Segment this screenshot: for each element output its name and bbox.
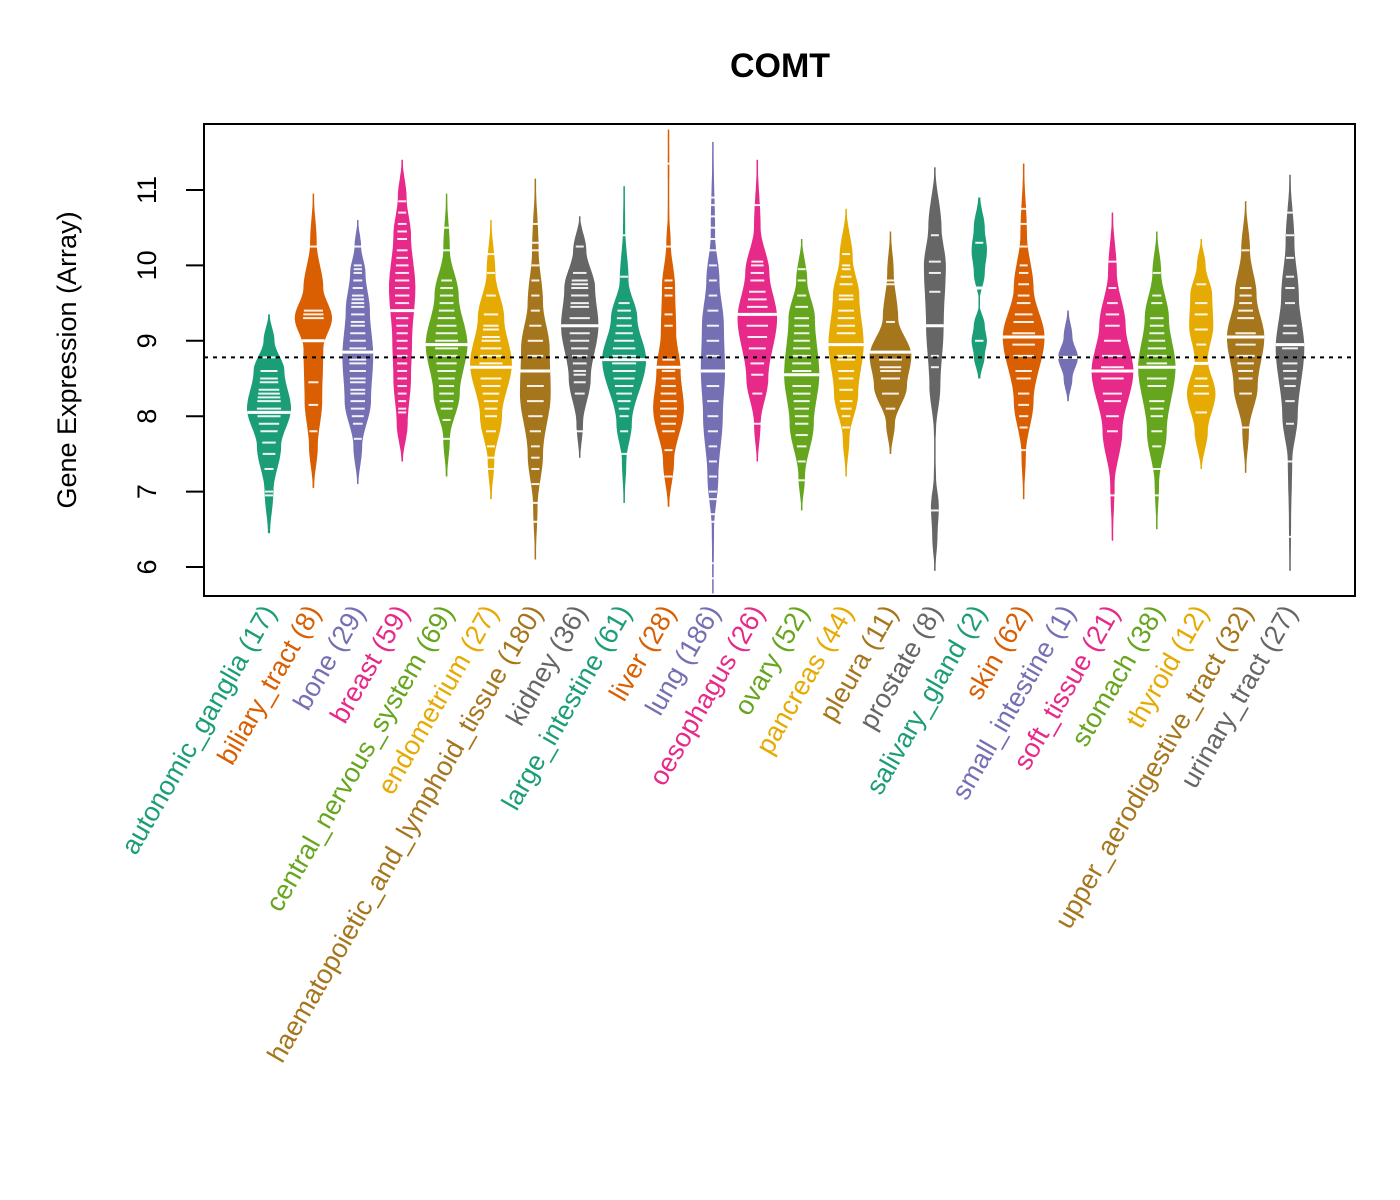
- violin-skin: [1002, 163, 1045, 500]
- violin-body: [700, 141, 725, 594]
- violin-haematopoietic-and-lymphoid-tissue: [519, 178, 551, 560]
- violin-stomach: [1138, 231, 1176, 530]
- violin-body: [470, 220, 512, 500]
- violin-urinary-tract: [1275, 174, 1305, 571]
- violin-small-intestine: [1058, 310, 1078, 402]
- violin-body: [1275, 174, 1305, 571]
- violins-group: [247, 129, 1305, 594]
- violin-upper-aerodigestive-tract: [1226, 201, 1265, 473]
- violin-body: [425, 193, 468, 477]
- y-tick-label: 9: [132, 333, 162, 348]
- violin-endometrium: [470, 220, 512, 500]
- violin-autonomic-ganglia: [247, 314, 291, 534]
- violin-bone: [342, 220, 374, 485]
- violin-large-intestine: [602, 186, 647, 503]
- violin-thyroid: [1186, 239, 1216, 469]
- y-tick-label: 7: [132, 484, 162, 499]
- violin-body: [1186, 239, 1216, 469]
- violin-liver: [653, 129, 684, 507]
- y-axis-label: Gene Expression (Array): [52, 211, 82, 508]
- violin-salivary-gland: [971, 197, 987, 379]
- y-tick-label: 10: [132, 250, 162, 280]
- y-tick-label: 8: [132, 409, 162, 424]
- violin-body: [737, 159, 778, 462]
- violin-body: [1002, 163, 1045, 500]
- y-axis: 6 7 8 9 10 11: [132, 176, 204, 575]
- violin-pancreas: [828, 208, 864, 477]
- violin-biliary-tract: [294, 193, 333, 488]
- violin-body: [519, 178, 551, 560]
- chart-title: COMT: [730, 47, 830, 85]
- violin-ovary: [784, 239, 820, 511]
- violin-lung: [700, 139, 726, 594]
- violin-breast: [389, 159, 416, 462]
- violin-oesophagus: [737, 159, 778, 462]
- plot-frame: [203, 123, 1356, 597]
- violin-body: [1091, 212, 1134, 541]
- violin-prostate: [923, 167, 946, 571]
- violin-body: [653, 129, 684, 507]
- violin-body: [828, 208, 864, 477]
- y-tick-label: 6: [132, 559, 162, 574]
- violin-central-nervous-system: [425, 193, 468, 477]
- violin-body: [1058, 310, 1078, 402]
- violin-body: [1138, 231, 1176, 530]
- violin-kidney: [561, 216, 599, 458]
- violin-body: [561, 216, 599, 458]
- violin-soft-tissue: [1091, 212, 1134, 541]
- violin-body: [602, 186, 647, 503]
- y-tick-label: 11: [132, 176, 162, 204]
- violin-body: [869, 231, 912, 454]
- x-axis-labels: autonomic_ganglia (17)biliary_tract (8)b…: [115, 600, 1303, 1067]
- violin-body: [923, 167, 946, 571]
- violin-pleura: [869, 231, 912, 454]
